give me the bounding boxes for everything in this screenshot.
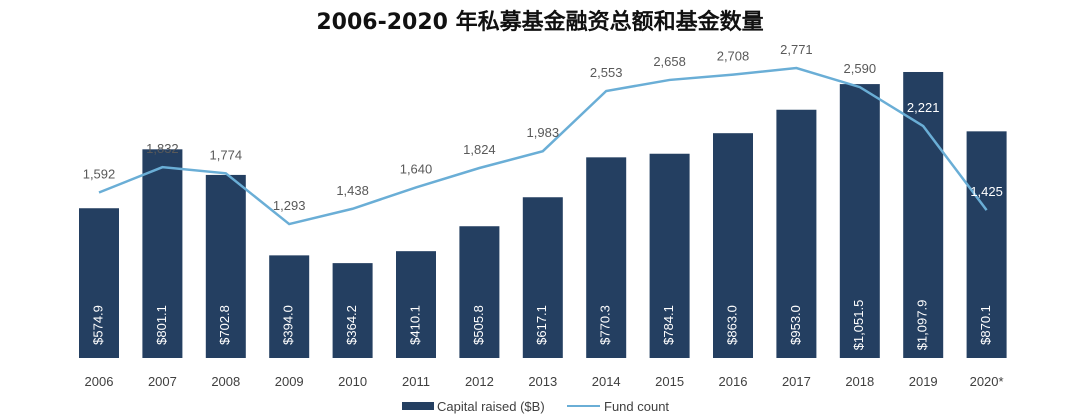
- bar-label-2015: $784.1: [661, 305, 676, 345]
- x-tick-2009: 2009: [275, 374, 304, 389]
- bar-2020*: [966, 131, 1007, 358]
- bar-2010: [332, 263, 373, 358]
- x-tick-2010: 2010: [338, 374, 367, 389]
- line-label-2015: 2,658: [653, 54, 686, 69]
- bar-label-2018: $1,051.5: [851, 300, 866, 351]
- bar-2019: [903, 71, 944, 359]
- bar-2014: [586, 157, 627, 358]
- line-label-2007: 1,832: [146, 141, 179, 156]
- legend-bar-swatch: [402, 402, 434, 410]
- chart-title: 2006-2020 年私募基金融资总额和基金数量: [316, 10, 764, 35]
- bar-2015: [649, 153, 690, 358]
- x-tick-2006: 2006: [85, 374, 114, 389]
- bar-2007: [142, 149, 183, 358]
- line-label-2006: 1,592: [83, 167, 116, 182]
- x-tick-2012: 2012: [465, 374, 494, 389]
- x-tick-2019: 2019: [909, 374, 938, 389]
- x-tick-2015: 2015: [655, 374, 684, 389]
- bar-label-2013: $617.1: [534, 305, 549, 345]
- bar-label-2007: $801.1: [154, 305, 169, 345]
- legend-fund-count: Fund count: [604, 399, 669, 414]
- line-label-2010: 1,438: [336, 183, 369, 198]
- bar-label-2017: $953.0: [788, 305, 803, 345]
- bar-label-2019: $1,097.9: [915, 300, 930, 351]
- line-label-2013: 1,983: [527, 125, 560, 140]
- x-tick-2016: 2016: [719, 374, 748, 389]
- line-label-2017: 2,771: [780, 42, 813, 57]
- x-tick-2008: 2008: [211, 374, 240, 389]
- x-tick-2014: 2014: [592, 374, 621, 389]
- line-label-2016: 2,708: [717, 49, 750, 64]
- line-label-2012: 1,824: [463, 142, 496, 157]
- bar-2018: [839, 84, 880, 358]
- bar-2012: [459, 226, 500, 358]
- bar-label-2016: $863.0: [724, 305, 739, 345]
- bar-2009: [269, 255, 310, 358]
- bar-label-2006: $574.9: [90, 305, 105, 345]
- bar-2013: [522, 197, 563, 358]
- bar-2011: [396, 251, 436, 358]
- line-label-2008: 1,774: [210, 147, 243, 162]
- bar-2008: [205, 174, 246, 358]
- line-label-2020*: 1,425: [970, 184, 1003, 199]
- bar-2017: [776, 109, 817, 358]
- bar-2016: [713, 133, 753, 358]
- legend-capital-raised: Capital raised ($B): [437, 399, 545, 414]
- x-tick-2017: 2017: [782, 374, 811, 389]
- bar-label-2009: $394.0: [281, 305, 296, 345]
- bar-label-2012: $505.8: [471, 305, 486, 345]
- bar-label-2011: $410.1: [407, 305, 422, 345]
- line-label-2011: 1,640: [400, 161, 433, 176]
- line-label-2018: 2,590: [844, 61, 877, 76]
- x-tick-2020*: 2020*: [970, 374, 1004, 389]
- bar-label-2008: $702.8: [217, 305, 232, 345]
- x-tick-2007: 2007: [148, 374, 177, 389]
- x-tick-2018: 2018: [845, 374, 874, 389]
- fund-count-line: [98, 66, 988, 226]
- line-label-2009: 1,293: [273, 198, 306, 213]
- line-label-2019: 2,221: [907, 100, 940, 115]
- x-tick-2013: 2013: [528, 374, 557, 389]
- line-label-2014: 2,553: [590, 65, 623, 80]
- bar-label-2020*: $870.1: [978, 305, 993, 345]
- bar-label-2010: $364.2: [344, 305, 359, 345]
- bar-label-2014: $770.3: [598, 305, 613, 345]
- bar-2006: [79, 208, 119, 358]
- x-tick-2011: 2011: [402, 374, 430, 389]
